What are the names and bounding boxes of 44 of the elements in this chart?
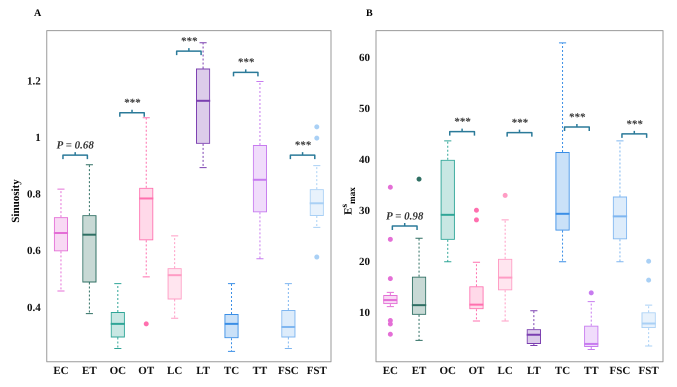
x-tick-label: LT — [527, 365, 542, 378]
x-tick-label: OT — [138, 365, 155, 378]
x-tick-label: OT — [468, 365, 486, 378]
chart-title: B — [365, 8, 374, 21]
annotation: P = 0.68 — [56, 139, 94, 152]
annotation: *** — [237, 56, 254, 69]
x-tick-label: TT — [252, 365, 268, 378]
x-tick-label: FST — [638, 365, 660, 378]
x-tick-label: LT — [196, 365, 211, 378]
annotation: *** — [626, 118, 644, 130]
x-tick-label: TT — [584, 365, 600, 378]
chart-title: A — [33, 8, 42, 21]
x-tick-label: FSC — [610, 365, 630, 378]
y-tick-label: 60 — [359, 52, 370, 64]
y-tick-label: 10 — [359, 307, 370, 320]
x-tick-label: FST — [306, 365, 328, 378]
x-tick-label: EC — [382, 365, 398, 378]
x-tick-label: FSC — [278, 365, 299, 378]
y-tick-label: 1.2 — [27, 75, 42, 88]
annotation: *** — [511, 116, 528, 129]
annotation: *** — [180, 35, 198, 48]
x-tick-label: TC — [554, 365, 570, 378]
annotation: *** — [294, 139, 312, 152]
x-tick-label: ET — [412, 365, 428, 378]
x-tick-label: OC — [110, 365, 126, 378]
y-tick-label: 1 — [35, 132, 41, 144]
y-tick-label: 40 — [359, 154, 370, 166]
annotation: *** — [124, 97, 141, 110]
x-tick-label: OC — [440, 365, 456, 378]
y-tick-label: 20 — [359, 256, 370, 268]
annotation: *** — [568, 111, 586, 124]
x-tick-label: TC — [224, 365, 240, 378]
y-tick-label: 0.8 — [27, 188, 42, 201]
y-tick-label: 0.6 — [27, 245, 42, 258]
annotation: *** — [454, 116, 471, 128]
y-tick-label: 30 — [359, 205, 370, 218]
y-tick-label: 50 — [359, 103, 370, 116]
y-axis-title: Sinuosity — [10, 179, 22, 223]
x-tick-label: EC — [53, 365, 69, 378]
x-tick-label: ET — [82, 365, 98, 378]
x-tick-label: LC — [498, 365, 513, 378]
annotation: P = 0.98 — [386, 210, 424, 222]
x-tick-label: LC — [167, 365, 182, 378]
y-tick-label: 0.4 — [27, 302, 42, 314]
